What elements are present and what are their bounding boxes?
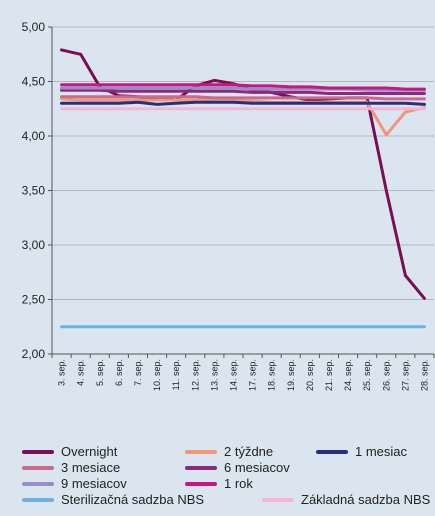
series-line bbox=[60, 88, 426, 95]
x-tick-label: 18. sep. bbox=[267, 359, 277, 391]
legend-label: Overnight bbox=[61, 444, 118, 459]
x-tick-label: 26. sep. bbox=[381, 359, 391, 391]
x-tick-label: 12. sep. bbox=[190, 359, 200, 391]
legend-swatch bbox=[22, 481, 54, 486]
legend-item: 2 týždne bbox=[185, 444, 273, 459]
x-tick-label: 10. sep. bbox=[152, 359, 162, 391]
legend-item: 9 mesiacov bbox=[22, 476, 127, 491]
legend-label: 1 rok bbox=[224, 476, 253, 491]
legend-swatch bbox=[22, 497, 54, 502]
legend-label: Sterilizačná sadzba NBS bbox=[61, 492, 205, 507]
x-tick-label: 5. sep. bbox=[95, 359, 105, 386]
y-tick-label: 4,50 bbox=[22, 75, 46, 89]
y-tick-label: 4,00 bbox=[22, 129, 46, 143]
x-tick-label: 27. sep. bbox=[400, 359, 410, 391]
legend-label: 1 mesiac bbox=[355, 444, 408, 459]
x-axis-ticks: 3. sep. 4. sep. 5. sep. 6. sep. 7. sep. 10. s… bbox=[57, 359, 430, 391]
legend-item: 6 mesiacov bbox=[185, 460, 290, 475]
x-tick-label: 19. sep. bbox=[286, 359, 296, 391]
legend-swatch bbox=[22, 449, 54, 454]
legend-label: 2 týždne bbox=[224, 444, 274, 459]
grid-lines bbox=[52, 26, 434, 355]
legend-item: 3 mesiace bbox=[22, 460, 120, 475]
x-tick-label: 28. sep. bbox=[419, 359, 429, 391]
x-tick-label: 3. sep. bbox=[57, 359, 67, 386]
series-line bbox=[60, 86, 426, 92]
legend-label: 3 mesiace bbox=[61, 460, 121, 475]
legend-item: Sterilizačná sadzba NBS bbox=[22, 492, 204, 507]
legend-swatch bbox=[185, 465, 217, 470]
legend-item: 1 rok bbox=[185, 476, 253, 491]
y-tick-label: 5,00 bbox=[22, 20, 46, 34]
line-chart: 2,00 2,50 3,00 3,50 4,00 4,50 5,00 3. sep. 4. s… bbox=[22, 20, 435, 391]
legend-item: Základná sadzba NBS bbox=[262, 492, 430, 507]
legend-label: Základná sadzba NBS bbox=[301, 492, 431, 507]
legend-swatch bbox=[316, 449, 348, 454]
y-axis-ticks: 2,00 2,50 3,00 3,50 4,00 4,50 5,00 bbox=[22, 20, 46, 361]
legend-swatch bbox=[185, 481, 217, 486]
x-tick-label: 25. sep. bbox=[362, 359, 372, 391]
y-tick-label: 2,00 bbox=[22, 347, 46, 361]
series-line bbox=[60, 100, 426, 106]
x-tick-label: 13. sep. bbox=[209, 359, 219, 391]
legend-swatch bbox=[185, 449, 217, 454]
legend-item: 1 mesiac bbox=[316, 444, 407, 459]
x-tick-label: 14. sep. bbox=[228, 359, 238, 391]
x-tick-label: 6. sep. bbox=[114, 359, 124, 386]
x-tick-label: 11. sep. bbox=[171, 359, 181, 390]
legend-swatch bbox=[22, 465, 54, 470]
y-tick-label: 2,50 bbox=[22, 293, 46, 307]
x-tick-label: 20. sep. bbox=[305, 359, 315, 391]
y-tick-label: 3,50 bbox=[22, 184, 46, 198]
x-tick-label: 7. sep. bbox=[133, 359, 143, 386]
series-line bbox=[60, 95, 426, 101]
legend-label: 6 mesiacov bbox=[224, 460, 290, 475]
x-tick-label: 21. sep. bbox=[324, 359, 334, 391]
y-tick-label: 3,00 bbox=[22, 238, 46, 252]
series-lines bbox=[60, 48, 426, 329]
x-tick-label: 17. sep. bbox=[248, 359, 258, 391]
legend-item: Overnight bbox=[22, 444, 117, 459]
x-tick-label: 24. sep. bbox=[343, 359, 353, 391]
series-line bbox=[60, 83, 426, 91]
legend-label: 9 mesiacov bbox=[61, 476, 127, 491]
axes bbox=[48, 26, 435, 358]
legend-swatch bbox=[262, 497, 294, 502]
x-tick-label: 4. sep. bbox=[76, 359, 86, 386]
